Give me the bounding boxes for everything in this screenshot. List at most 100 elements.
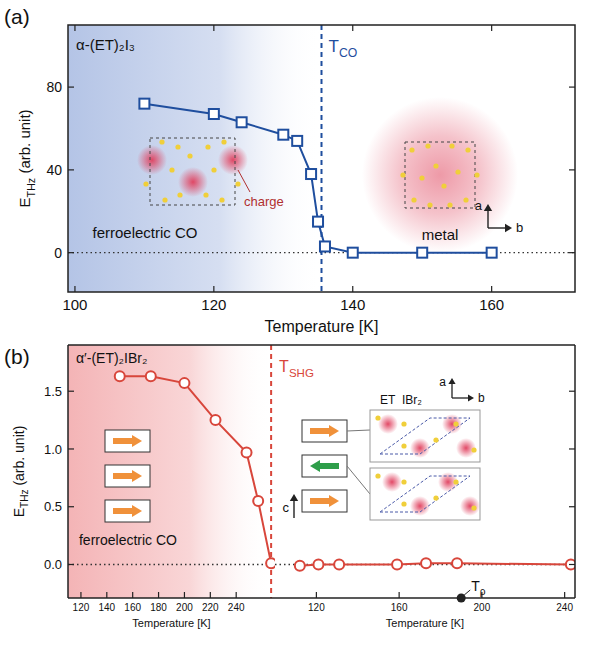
leader-line [464, 590, 470, 595]
data-point [566, 559, 575, 569]
x-tick [564, 592, 565, 598]
transition-label: TCO [329, 37, 358, 60]
anion-dot [433, 437, 438, 442]
y-tick-label: 1.0 [44, 442, 62, 457]
text-part: 1.5 [44, 384, 62, 399]
text-part: α-(ET)₂I₃ [76, 36, 135, 53]
annotation: ET [380, 393, 396, 407]
text-part: 200 [474, 602, 491, 613]
anion-dot [471, 505, 476, 510]
arrow-shaft [113, 438, 132, 444]
y-tick-label: 0.5 [44, 499, 62, 514]
x-tick-label: 140 [98, 602, 115, 613]
text-part: ET [380, 393, 396, 407]
y-tick [569, 506, 575, 507]
lattice-inset [370, 410, 480, 462]
x-tick [352, 25, 353, 31]
phase-shading [68, 345, 271, 598]
charge-blob [382, 472, 402, 492]
anion-dot [375, 473, 380, 478]
charge-blob [218, 145, 248, 175]
arrow-shaft [452, 397, 468, 398]
metal-charge-cloud [362, 97, 518, 253]
panel-title: α-(ET)₂I₃ [76, 36, 135, 53]
annotation: charge [244, 194, 284, 209]
text-part: ferroelectric CO [79, 532, 177, 548]
data-line [120, 376, 271, 563]
text-part: IBr₂ [402, 393, 422, 407]
text-part: 140 [98, 602, 115, 613]
arrow-head [329, 495, 339, 507]
anion-dot [433, 495, 438, 500]
text-part: T [329, 37, 339, 56]
y-tick [569, 391, 575, 392]
anion-dot [401, 443, 406, 448]
arrow-head [505, 224, 512, 232]
x-tick [352, 286, 353, 292]
frame [574, 345, 576, 598]
point-label: Tρ [471, 578, 486, 597]
x-tick-label: 160 [391, 602, 408, 613]
y-tick [68, 564, 74, 565]
anion-dot [162, 197, 167, 202]
anion-dot [211, 167, 216, 172]
data-point [392, 559, 402, 569]
x-tick [210, 592, 211, 598]
x-tick-label: 100 [62, 296, 87, 313]
y-tick [569, 448, 575, 449]
y-tick-label: 0.0 [44, 557, 62, 572]
axis-letter: a [475, 198, 483, 213]
x-tick-label: 180 [150, 602, 167, 613]
arrow-head [329, 425, 339, 437]
x-axis-title: Temperature [K] [386, 617, 464, 629]
text-part: Temperature [K] [265, 318, 379, 335]
data-point [306, 169, 316, 179]
y-tick [68, 391, 74, 392]
arrow-shaft [487, 211, 488, 228]
x-tick [74, 25, 75, 31]
anion-dot [471, 447, 476, 452]
plot-area [68, 345, 275, 598]
anion-dot [219, 197, 224, 202]
anion-dot [401, 479, 406, 484]
arrow-head [132, 470, 142, 482]
text-part: charge [244, 194, 284, 209]
resistivity-point [457, 594, 466, 603]
anion-dot [400, 172, 405, 177]
anion-dot [449, 143, 454, 148]
axis-letter: b [478, 391, 485, 405]
x-tick-label: 220 [202, 602, 219, 613]
y-tick-label: 1.5 [44, 384, 62, 399]
x-axis-title: Temperature [K] [132, 617, 210, 629]
text-part: a [439, 375, 446, 389]
axis-letter: c [283, 500, 290, 515]
data-point [237, 117, 247, 127]
anion-dot [401, 421, 406, 426]
data-point [209, 109, 219, 119]
y-tick [569, 86, 575, 87]
charge-blob [456, 438, 476, 458]
annotation: IBr₂ [402, 393, 422, 407]
phase-label: metal [422, 226, 459, 243]
layer-box [105, 500, 150, 522]
text-part: b [516, 220, 523, 235]
arrow-shaft [310, 428, 329, 434]
x-tick [399, 592, 400, 598]
anion-dot [235, 181, 240, 186]
arrow-head [468, 394, 474, 401]
anion-dot [175, 144, 180, 149]
y-tick [569, 169, 575, 170]
data-point [320, 241, 330, 251]
data-line [144, 104, 491, 253]
frame [68, 344, 575, 346]
y-tick-label: 0 [54, 245, 62, 261]
charge-blob [438, 472, 458, 492]
y-tick-label: 80 [46, 79, 62, 95]
text-part: 40 [46, 162, 62, 178]
x-tick [213, 25, 214, 31]
text-part: c [283, 500, 290, 515]
data-point [146, 371, 156, 381]
anion-dot [203, 192, 208, 197]
x-tick [316, 592, 317, 598]
x-tick [74, 286, 75, 292]
